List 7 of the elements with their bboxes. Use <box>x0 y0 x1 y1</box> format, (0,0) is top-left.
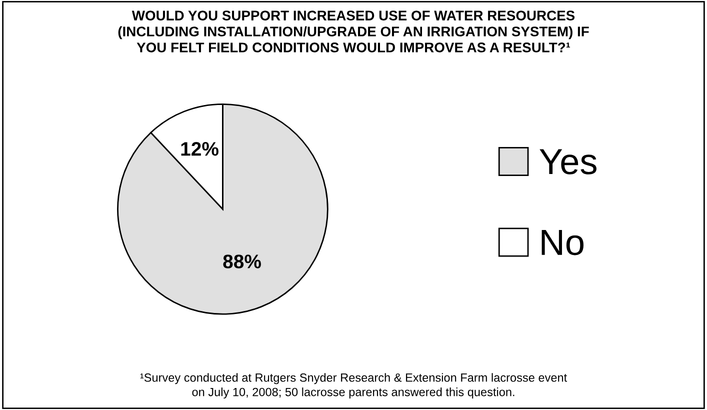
data-label: 88% <box>223 254 261 268</box>
chart-title: WOULD YOU SUPPORT INCREASED USE OF WATER RESOURCES (INCLUDING INSTALLATION/UPGRADE OF AN IRRIGATION SYSTEM) IF YOU FELT FIELD CONDITIONS WOULD IMPROVE AS A RESULT?¹ <box>118 10 589 52</box>
data-label: 12% <box>181 142 218 156</box>
legend-label: Yes <box>540 149 596 174</box>
legend-label: No <box>542 230 584 256</box>
pie-slice <box>117 103 328 315</box>
text: ¹Survey conducted at Rutgers Snyder Research & Extension Farm lacrosse event on July 10, 2008; 50 lacrosse parents answered this question. <box>140 373 568 399</box>
